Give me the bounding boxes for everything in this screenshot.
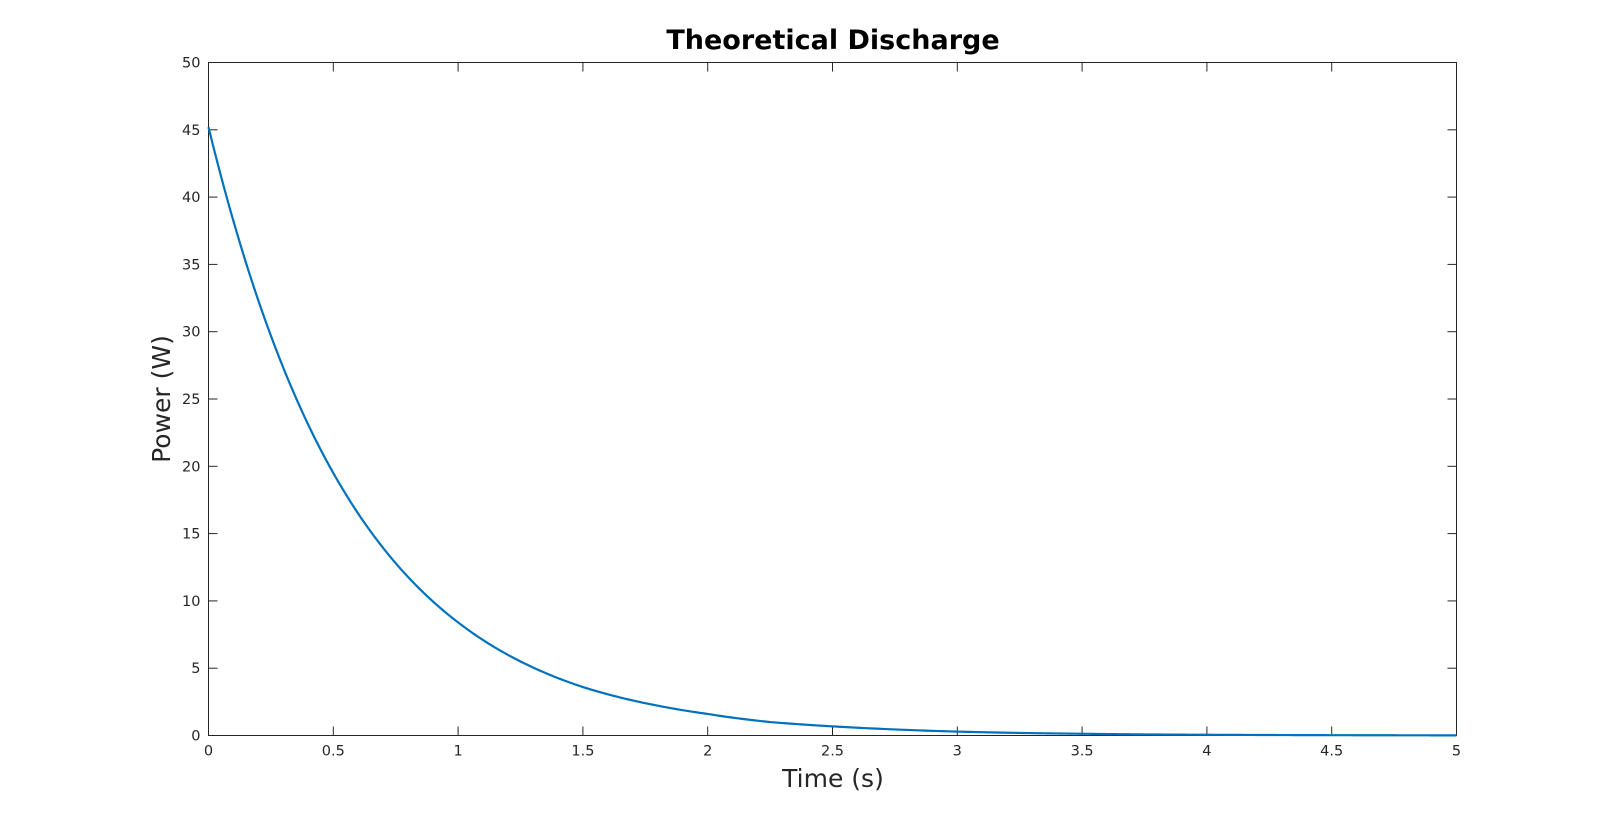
y-tick-label: 35 bbox=[182, 257, 200, 273]
y-tick-label: 30 bbox=[182, 325, 200, 341]
x-tick-label: 3 bbox=[953, 744, 962, 760]
y-tick-label: 25 bbox=[182, 392, 200, 408]
axes-box bbox=[208, 62, 1457, 736]
x-tick-label: 4.5 bbox=[1320, 744, 1343, 760]
y-tick-label: 50 bbox=[182, 56, 200, 72]
x-tick-label: 1.5 bbox=[571, 744, 594, 760]
x-tick-label: 0 bbox=[204, 744, 213, 760]
y-tick-label: 10 bbox=[182, 594, 200, 610]
y-tick-label: 15 bbox=[182, 527, 200, 543]
x-tick-label: 3.5 bbox=[1071, 744, 1094, 760]
y-tick-label: 0 bbox=[191, 729, 200, 745]
y-tick-label: 45 bbox=[182, 123, 200, 139]
y-ticks: 0 5 10 15 20 25 30 35 40 45 50 bbox=[182, 56, 1457, 745]
x-tick-label: 1 bbox=[453, 744, 462, 760]
y-axis-label: Power (W) bbox=[147, 335, 176, 463]
series-line bbox=[207, 126, 1457, 737]
x-tick-label: 4 bbox=[1202, 744, 1211, 760]
x-tick-label: 2.5 bbox=[821, 744, 844, 760]
x-axis-label: Time (s) bbox=[781, 764, 884, 793]
x-ticks: 0 0.5 1 1.5 2 2.5 3 3.5 4 4.5 5 bbox=[204, 62, 1461, 760]
chart-title: Theoretical Discharge bbox=[666, 25, 999, 56]
y-tick-label: 20 bbox=[182, 459, 200, 475]
plot-area: 0 0.5 1 1.5 2 2.5 3 3.5 4 4.5 5 0 5 10 15 20 25 30 35 40 45… bbox=[182, 56, 1461, 760]
y-tick-label: 40 bbox=[182, 190, 200, 206]
x-tick-label: 5 bbox=[1452, 744, 1461, 760]
y-tick-label: 5 bbox=[191, 661, 200, 677]
x-tick-label: 2 bbox=[703, 744, 712, 760]
x-tick-label: 0.5 bbox=[322, 744, 345, 760]
